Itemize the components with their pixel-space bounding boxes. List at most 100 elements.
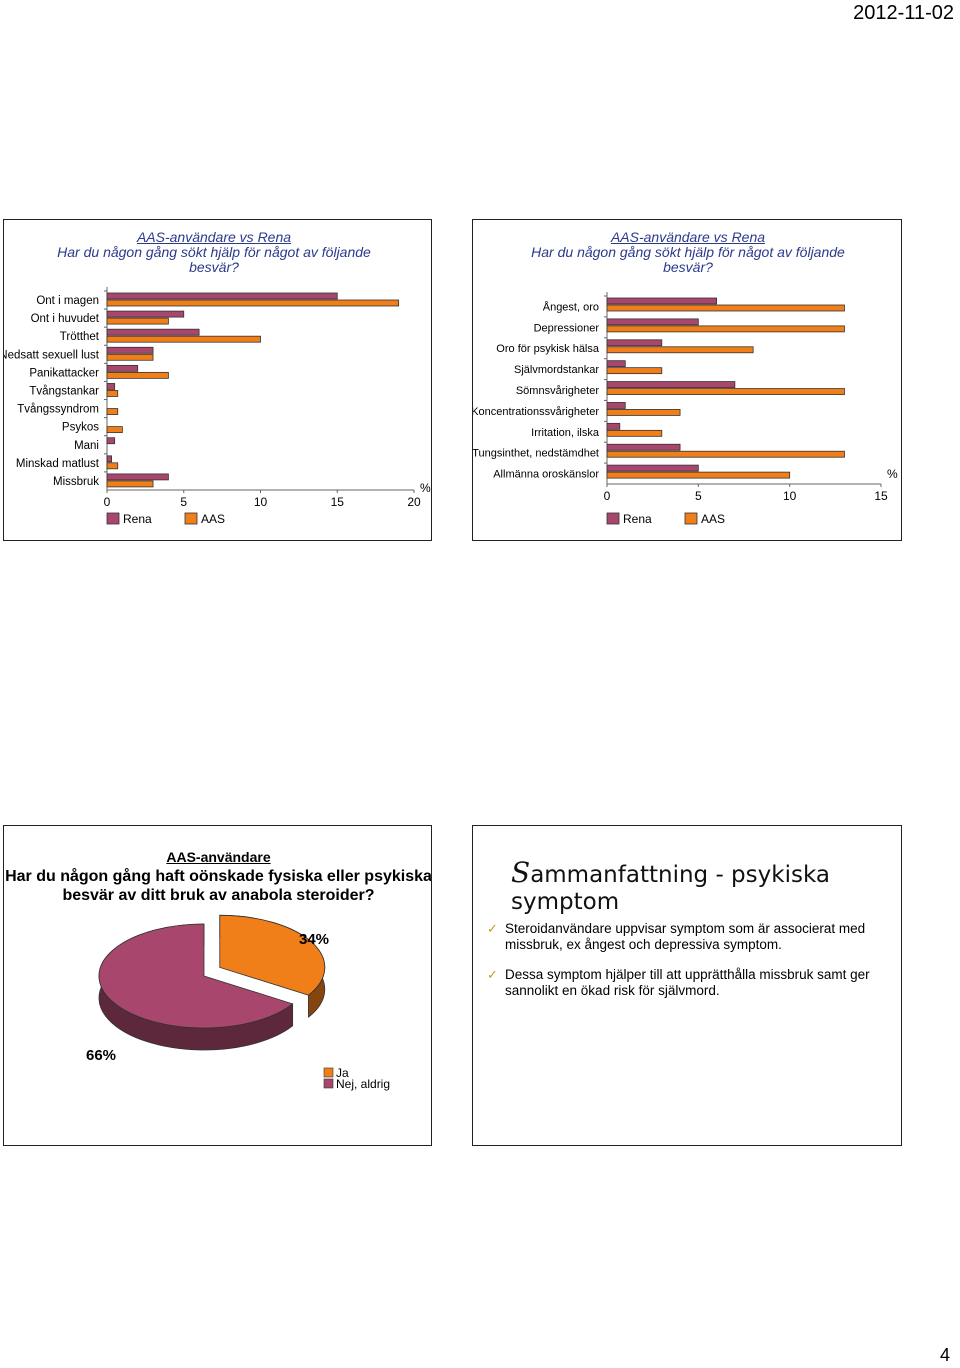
slide-4: Sammanfattning - psykiska symptom ✓ Stero… [472, 825, 902, 1146]
legend-swatch-aas [684, 512, 698, 525]
slide-4-title-rest: ammanfattning - psykiska symptom [511, 862, 830, 915]
legend-label-aas: AAS [201, 512, 225, 526]
legend-swatch-1 [323, 1078, 334, 1089]
category-label: Missbruk [53, 476, 99, 488]
bar-aas [106, 462, 119, 470]
category-label: Ont i huvudet [31, 313, 100, 325]
bar-aas [106, 371, 169, 379]
x-tick-label: 15 [331, 495, 345, 509]
pie-data-label: 34% [299, 931, 329, 948]
x-axis-label: % [420, 481, 431, 495]
x-tick-label: 15 [874, 489, 888, 503]
page-number: 4 [939, 1345, 950, 1365]
slide-1-title: AAS-användare vs Rena Har du någon gång … [44, 230, 384, 275]
bar-aas [606, 346, 754, 354]
slide-4-title: Sammanfattning - psykiska symptom [511, 856, 901, 915]
category-label: Tvångstankar [29, 386, 99, 398]
bar-rena [606, 297, 717, 305]
category-label: Ont i magen [36, 295, 99, 307]
legend-label-rena: Rena [123, 512, 152, 526]
category-label: Sömnsvårigheter [516, 385, 599, 397]
category-label: Nedsatt sexuell lust [4, 349, 100, 361]
bar-aas [606, 450, 845, 458]
x-tick-label: 20 [407, 495, 421, 509]
bar-rena [106, 455, 113, 463]
check-icon: ✓ [487, 921, 498, 936]
bar-rena [106, 310, 185, 318]
bar-rena [606, 443, 681, 451]
category-label: Mani [74, 440, 99, 452]
category-label: Självmordstankar [514, 364, 599, 376]
bar-aas [106, 299, 400, 307]
slide-2: AAS-användare vs Rena Har du någon gång … [472, 219, 902, 541]
category-label: Depressioner [534, 322, 600, 334]
pie-slice-1 [98, 923, 294, 1029]
slide-3: AAS-användare Har du någon gång haft oön… [3, 825, 432, 1146]
bar-aas [606, 429, 663, 437]
slide-2-title-line2: Har du någon gång sökt hjälp för något a… [531, 244, 845, 275]
category-label: Allmänna oroskänslor [493, 469, 599, 481]
bar-rena [106, 292, 338, 300]
bar-rena [606, 339, 663, 347]
bar-aas [606, 304, 845, 312]
bar-rena [106, 346, 154, 354]
category-label: Koncentrationssvårigheter [473, 406, 599, 418]
legend-label-rena: Rena [623, 512, 652, 526]
bar-aas [606, 367, 663, 375]
pie-slice-0 [219, 914, 326, 996]
bar-aas [106, 390, 119, 397]
x-axis-label: % [887, 467, 898, 481]
x-tick-label: 0 [604, 489, 611, 503]
slide-1-title-line1: AAS-användare vs Rena [136, 229, 292, 245]
bullet-text-1: Steroidanvändare uppvisar symptom som är… [505, 921, 866, 952]
legend-swatch-rena [106, 512, 120, 525]
bar-aas [106, 408, 119, 415]
pie-data-label: 66% [86, 1047, 116, 1064]
bar-rena [106, 328, 200, 336]
bullet-text-2: Dessa symptom hjälper till att upprätthå… [505, 967, 870, 998]
category-label: Tungsinthet, nedstämdhet [473, 448, 599, 460]
bar-aas [106, 353, 154, 361]
chart-2: Ångest, oro Depressioner Oro för psykisk h… [473, 292, 898, 526]
category-label: Panikattacker [29, 367, 99, 379]
bar-rena [606, 464, 699, 472]
bar-aas [106, 426, 123, 434]
chart-1: Ont i magen Ont i huvudet Trötthet Nedsatt … [4, 287, 431, 526]
x-tick-label: 0 [104, 495, 111, 509]
bar-aas [606, 471, 791, 479]
bullet-item: ✓ Dessa symptom hjälper till att upprätth… [487, 967, 890, 999]
bar-aas [606, 388, 845, 395]
category-label: Irritation, ilska [531, 427, 600, 439]
slide-2-title: AAS-användare vs Rena Har du någon gång … [523, 230, 853, 275]
slide-2-title-line1: AAS-användare vs Rena [610, 229, 766, 245]
category-label: Tvångssyndrom [17, 404, 99, 416]
category-label: Ångest, oro [543, 300, 599, 313]
slide-4-title-initial: S [511, 856, 531, 889]
slide-3-title-line1: AAS-användare [166, 849, 271, 865]
bar-rena [606, 318, 699, 326]
bar-rena [606, 360, 626, 368]
legend-label-aas: AAS [701, 512, 725, 526]
slide-3-title: AAS-användare Har du någon gång haft oön… [4, 848, 432, 905]
bar-rena [106, 437, 116, 445]
legend-label-0: Ja [336, 1066, 349, 1080]
x-tick-label: 10 [254, 495, 268, 509]
category-label: Psykos [62, 422, 99, 434]
legend-swatch-rena [606, 512, 620, 525]
bar-aas [606, 409, 681, 416]
slide-1-title-line2: Har du någon gång sökt hjälp för något a… [57, 244, 371, 275]
slide-1: AAS-användare vs Rena Har du någon gång … [3, 219, 432, 541]
bar-aas [106, 317, 169, 325]
bar-rena [606, 422, 621, 430]
legend-label-1: Nej, aldrig [336, 1077, 390, 1091]
bar-rena [606, 381, 736, 388]
x-tick-label: 10 [783, 489, 797, 503]
category-label: Oro för psykisk hälsa [496, 343, 600, 355]
bar-aas [606, 325, 845, 333]
bar-aas [106, 335, 261, 343]
header-date: 2012-11-02 [853, 2, 954, 24]
slide-3-title-line2: Har du någon gång haft oönskade fysiska … [5, 868, 432, 904]
legend-swatch-aas [184, 512, 198, 525]
bar-rena [106, 383, 116, 390]
